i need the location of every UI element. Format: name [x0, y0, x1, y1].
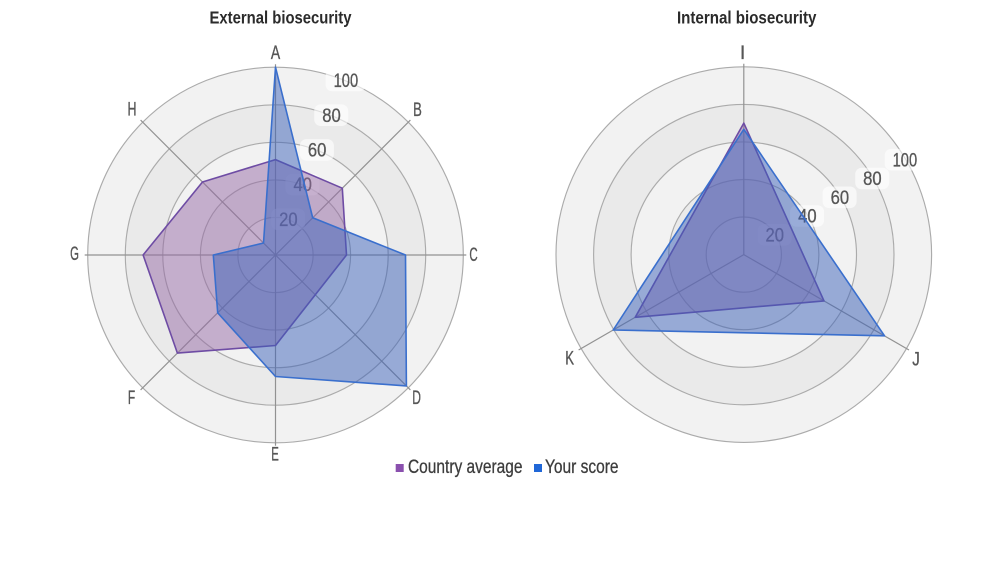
svg-text:Country average: Country average [408, 457, 523, 478]
svg-text:E: E [271, 444, 279, 466]
svg-text:Your score: Your score [545, 457, 619, 478]
svg-text:D: D [412, 387, 421, 409]
svg-text:K: K [565, 348, 574, 370]
svg-text:100: 100 [334, 70, 359, 92]
svg-text:C: C [469, 244, 477, 266]
svg-text:60: 60 [308, 140, 327, 162]
svg-text:External biosecurity: External biosecurity [210, 8, 352, 28]
svg-text:80: 80 [322, 105, 341, 127]
svg-text:Internal biosecurity: Internal biosecurity [677, 8, 817, 28]
svg-text:100: 100 [893, 149, 918, 171]
svg-text:G: G [70, 243, 79, 265]
svg-text:J: J [912, 349, 920, 371]
svg-text:B: B [413, 99, 422, 121]
svg-text:H: H [128, 99, 137, 121]
svg-text:80: 80 [863, 168, 882, 190]
svg-text:I: I [740, 42, 745, 64]
svg-text:F: F [128, 387, 135, 409]
svg-text:A: A [271, 42, 280, 64]
svg-text:60: 60 [831, 187, 850, 209]
